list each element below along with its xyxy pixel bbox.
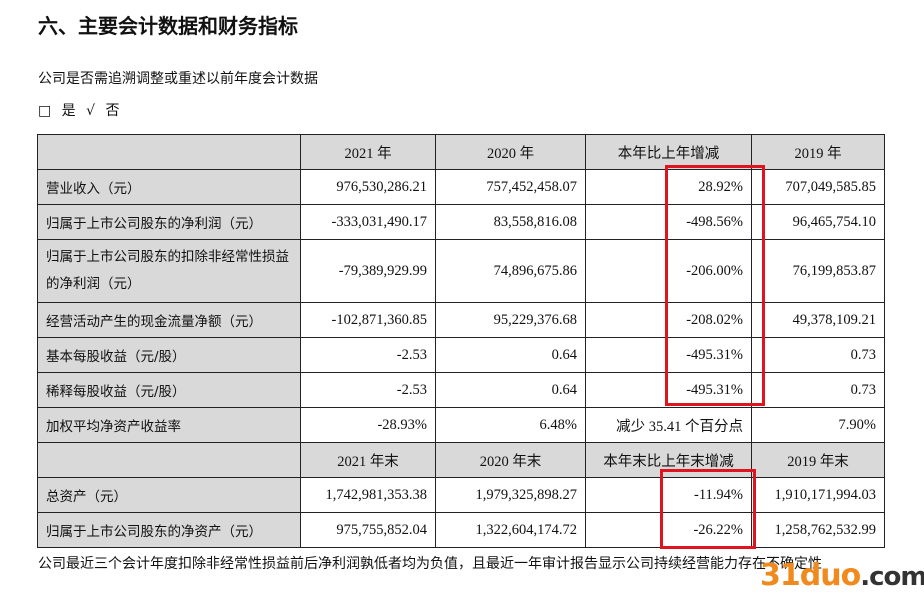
table-cell: 2020 年 bbox=[435, 134, 586, 170]
table-cell: -2.53 bbox=[300, 337, 436, 373]
table-cell: 0.73 bbox=[751, 337, 885, 373]
table-cell: -102,871,360.85 bbox=[300, 302, 436, 338]
table-cell: -28.93% bbox=[300, 407, 436, 443]
table-cell: 2019 年 bbox=[751, 134, 885, 170]
table-cell: 减少 35.41 个百分点 bbox=[585, 407, 752, 443]
table-cell: 2021 年末 bbox=[300, 442, 436, 478]
table-cell: 0.64 bbox=[435, 372, 586, 408]
table-cell: 7.90% bbox=[751, 407, 885, 443]
row-label: 稀释每股收益（元/股） bbox=[37, 372, 301, 408]
table-cell: -11.94% bbox=[585, 477, 752, 513]
table-cell: 975,755,852.04 bbox=[300, 512, 436, 548]
table-cell: 2019 年末 bbox=[751, 442, 885, 478]
table-row: 稀释每股收益（元/股） -2.53 0.64 -495.31% 0.73 bbox=[37, 372, 885, 408]
row-label: 营业收入（元） bbox=[37, 169, 301, 205]
section-title: 六、主要会计数据和财务指标 bbox=[38, 14, 298, 38]
table-row: 加权平均净资产收益率 -28.93% 6.48% 减少 35.41 个百分点 7.90% bbox=[37, 407, 885, 443]
restatement-options: □ 是 √ 否 bbox=[38, 103, 120, 119]
row-label: 总资产（元） bbox=[37, 477, 301, 513]
table-cell: 1,322,604,174.72 bbox=[435, 512, 586, 548]
table-cell: 976,530,286.21 bbox=[300, 169, 436, 205]
table-cell: -333,031,490.17 bbox=[300, 204, 436, 240]
highlight-box-change-yearend bbox=[660, 469, 756, 549]
table-cell: 83,558,816.08 bbox=[435, 204, 586, 240]
table-header-row: 2021 年 2020 年本年比上年增减 2019 年 bbox=[37, 134, 885, 170]
table-cell: 6.48% bbox=[435, 407, 586, 443]
table-cell: 707,049,585.85 bbox=[751, 169, 885, 205]
table-header-row: 2021 年末 2020 年末 本年末比上年末增减 2019 年末 bbox=[37, 442, 885, 478]
table-cell: 2021 年 bbox=[300, 134, 436, 170]
table-cell: 96,465,754.10 bbox=[751, 204, 885, 240]
table-row: 归属于上市公司股东的净资产（元） 975,755,852.04 1,322,604,… bbox=[37, 512, 885, 548]
financial-table: 2021 年 2020 年本年比上年增减 2019 年营业收入（元） 976,530,… bbox=[37, 134, 885, 548]
table-cell: 28.92% bbox=[585, 169, 752, 205]
table-cell: 2020 年末 bbox=[435, 442, 586, 478]
row-label bbox=[37, 442, 301, 478]
table-row: 归属于上市公司股东的净利润（元） -333,031,490.17 83,558,81… bbox=[37, 204, 885, 240]
row-label bbox=[37, 134, 301, 170]
table-row: 总资产（元） 1,742,981,353.38 1,979,325,898.27 -1… bbox=[37, 477, 885, 513]
table-cell: 49,378,109.21 bbox=[751, 302, 885, 338]
table-cell: -26.22% bbox=[585, 512, 752, 548]
row-label: 归属于上市公司股东的净利润（元） bbox=[37, 204, 301, 240]
footnote: 公司最近三个会计年度扣除非经常性损益前后净利润孰低者均为负值，且最近一年审计报告… bbox=[38, 556, 822, 572]
restatement-question: 公司是否需追溯调整或重述以前年度会计数据 bbox=[38, 71, 318, 87]
table-cell: 1,910,171,994.03 bbox=[751, 477, 885, 513]
watermark-logo: 31duo.com bbox=[760, 558, 924, 593]
table-cell: 95,229,376.68 bbox=[435, 302, 586, 338]
table-cell: 1,979,325,898.27 bbox=[435, 477, 586, 513]
row-label: 归属于上市公司股东的扣除非经常性损益的净利润（元） bbox=[37, 239, 301, 303]
row-label: 归属于上市公司股东的净资产（元） bbox=[37, 512, 301, 548]
highlight-box-change bbox=[665, 165, 765, 406]
row-label: 经营活动产生的现金流量净额（元） bbox=[37, 302, 301, 338]
row-label: 基本每股收益（元/股） bbox=[37, 337, 301, 373]
table-cell: 757,452,458.07 bbox=[435, 169, 586, 205]
table-cell: 1,258,762,532.99 bbox=[751, 512, 885, 548]
table-row: 营业收入（元） 976,530,286.21 757,452,458.07 28.92… bbox=[37, 169, 885, 205]
table-cell: 本年比上年增减 bbox=[585, 134, 752, 170]
table-cell: -495.31% bbox=[585, 372, 752, 408]
table-cell: -208.02% bbox=[585, 302, 752, 338]
table-cell: -2.53 bbox=[300, 372, 436, 408]
table-cell: -79,389,929.99 bbox=[300, 239, 436, 303]
table-cell: 0.73 bbox=[751, 372, 885, 408]
table-cell: 74,896,675.86 bbox=[435, 239, 586, 303]
table-row: 归属于上市公司股东的扣除非经常性损益的净利润（元） -79,389,929.99 7… bbox=[37, 239, 885, 303]
table-cell: 0.64 bbox=[435, 337, 586, 373]
row-label: 加权平均净资产收益率 bbox=[37, 407, 301, 443]
table-cell: 76,199,853.87 bbox=[751, 239, 885, 303]
table-cell: 1,742,981,353.38 bbox=[300, 477, 436, 513]
